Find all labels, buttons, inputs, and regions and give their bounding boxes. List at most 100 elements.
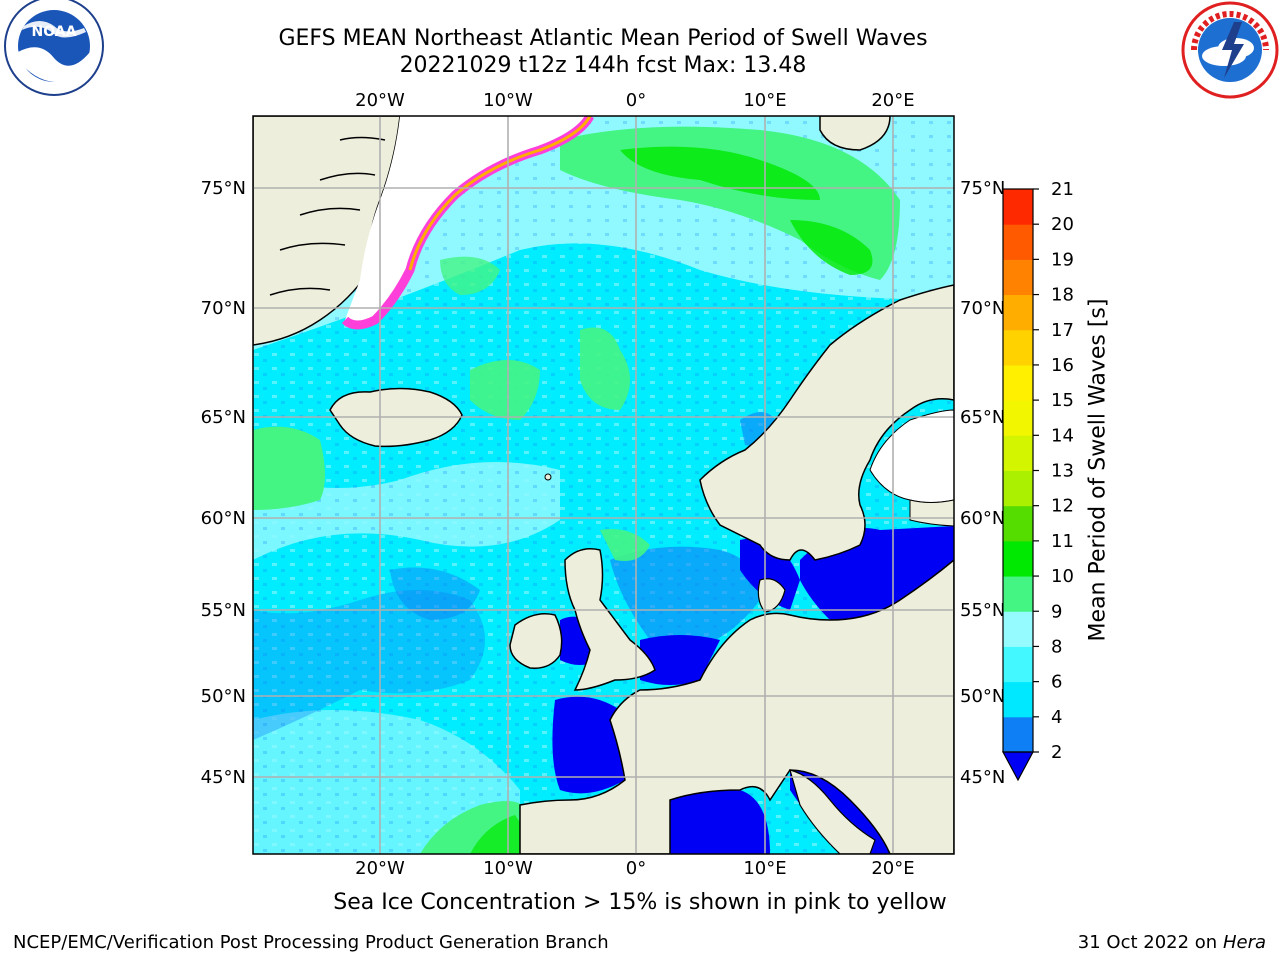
colorbar-swatch [1003, 681, 1033, 718]
lat-tick-label: 75°N [201, 178, 246, 199]
ocean-green-patch [440, 256, 500, 295]
host-name: Hera [1222, 932, 1266, 953]
colorbar-swatch [1003, 294, 1033, 331]
colorbar-tick-label: 14 [1051, 425, 1074, 446]
colorbar-tick-label: 13 [1051, 461, 1074, 482]
colorbar-swatch [1003, 540, 1033, 577]
lon-tick-label: 10°W [483, 90, 533, 111]
lat-tick-label: 45°N [960, 767, 1005, 788]
lat-tick-label: 65°N [960, 407, 1005, 428]
run-date-credit: 31 Oct 2022 on Hera [1078, 932, 1266, 953]
lon-tick-label: 20°E [871, 90, 914, 111]
colorbar-tick-label: 2 [1051, 742, 1062, 763]
nws-logo-icon [1181, 1, 1279, 99]
land-finland [909, 499, 954, 527]
sea-ice-footnote: Sea Ice Concentration > 15% is shown in … [333, 890, 947, 915]
colorbar-tick-label: 8 [1051, 636, 1062, 657]
ocean-midblue-patch [390, 567, 480, 620]
lon-tick-label: 10°W [483, 858, 533, 879]
lon-tick-label: 0° [626, 90, 646, 111]
land-italy [789, 769, 876, 854]
lon-ticks-bottom: 20°W 10°W 0° 10°E 20°E [355, 858, 914, 879]
lat-tick-label: 70°N [960, 298, 1005, 319]
colorbar-under-extension [1001, 751, 1035, 782]
colorbar-swatch [1003, 505, 1033, 542]
colorbar-tick-label: 6 [1051, 672, 1062, 693]
colorbar-tick-label: 11 [1051, 531, 1074, 552]
land-great-britain [564, 548, 656, 691]
colorbar-tick-label: 19 [1051, 249, 1074, 270]
lon-tick-label: 20°W [355, 90, 405, 111]
colorbar-swatch [1003, 259, 1033, 296]
noaa-logo-icon: NOAA [4, 0, 104, 96]
lat-tick-label: 75°N [960, 178, 1005, 199]
ocean-green-patch [600, 529, 650, 561]
colorbar-swatch [1003, 716, 1033, 753]
ocean-deepblue-channel [640, 635, 720, 685]
colorbar-tick-label: 20 [1051, 214, 1074, 235]
ocean-brightgreen-iberia [470, 815, 525, 854]
ocean-brightgreen-svalbard [620, 146, 820, 200]
colorbar-tick-label: 4 [1051, 707, 1062, 728]
land-svalbard [819, 116, 891, 151]
colorbar-swatch [1003, 470, 1033, 507]
colorbar-swatch [1003, 189, 1033, 225]
ocean-deepblue-mediterranean [670, 790, 770, 854]
lat-tick-label: 45°N [201, 767, 246, 788]
colorbar-label: Mean Period of Swell Waves [s] [1085, 298, 1111, 642]
ocean-midblue-northsea [610, 546, 760, 650]
noaa-logo-text: NOAA [32, 24, 77, 40]
map-subtitle: 20221029 t12z 144h fcst Max: 13.48 [399, 53, 807, 78]
colorbar-tick-label: 15 [1051, 390, 1074, 411]
colorbar-swatch [1003, 576, 1033, 612]
lat-ticks-right: 75°N 70°N 65°N 60°N 55°N 50°N 45°N [960, 178, 1005, 788]
ocean-green-denmark-strait [253, 426, 325, 510]
lon-tick-label: 10°E [743, 90, 786, 111]
lat-tick-label: 55°N [960, 600, 1005, 621]
graticule [253, 116, 954, 854]
lat-tick-label: 60°N [960, 508, 1005, 529]
colorbar-tick-label: 10 [1051, 566, 1074, 587]
colorbar-tick-label: 12 [1051, 496, 1074, 517]
lon-tick-label: 10°E [743, 858, 786, 879]
lon-tick-label: 0° [626, 858, 646, 879]
lat-tick-label: 50°N [201, 686, 246, 707]
ocean-green-patch [470, 360, 540, 420]
run-date: 31 Oct 2022 on [1077, 932, 1223, 953]
colorbar-swatch [1003, 224, 1033, 260]
greenland-fjords [269, 136, 386, 296]
colorbar-tick-label: 16 [1051, 355, 1074, 376]
colorbar-tick-label: 21 [1051, 179, 1074, 200]
colorbar: 2 4 6 8 9 10 11 12 13 14 15 16 17 18 19 20 21 [1001, 179, 1074, 782]
map-frame [252, 115, 955, 855]
colorbar-tick-label: 17 [1051, 320, 1074, 341]
map-title: GEFS MEAN Northeast Atlantic Mean Period… [278, 26, 928, 51]
land-continental-europe [519, 559, 954, 854]
colorbar-swatch [1003, 646, 1033, 683]
lon-tick-label: 20°W [355, 858, 405, 879]
sea-ice-edge-orange [408, 116, 592, 271]
lat-tick-label: 50°N [960, 686, 1005, 707]
land-scandinavia [699, 284, 954, 561]
colorbar-swatch [1003, 400, 1033, 436]
lat-tick-label: 55°N [201, 600, 246, 621]
lat-tick-label: 65°N [201, 407, 246, 428]
colorbar-tick-label: 9 [1051, 601, 1062, 622]
colorbar-tick-label: 18 [1051, 285, 1074, 306]
ocean-green-patch [580, 327, 630, 410]
lon-ticks-top: 20°W 10°W 0° 10°E 20°E [355, 90, 914, 111]
lon-tick-label: 20°E [871, 858, 914, 879]
lat-ticks-left: 75°N 70°N 65°N 60°N 55°N 50°N 45°N [201, 178, 246, 788]
ocean-brightgreen-barents [790, 220, 873, 275]
land-ireland [509, 613, 563, 669]
producer-credit: NCEP/EMC/Verification Post Processing Pr… [13, 932, 609, 953]
map-plot-area [253, 116, 954, 854]
colorbar-swatch [1003, 611, 1033, 647]
lat-tick-label: 60°N [201, 508, 246, 529]
ocean-deepblue-biscay [552, 696, 625, 794]
colorbar-swatch [1003, 364, 1033, 401]
lat-tick-label: 70°N [201, 298, 246, 319]
colorbar-swatch [1003, 329, 1033, 366]
colorbar-swatch [1003, 435, 1033, 471]
